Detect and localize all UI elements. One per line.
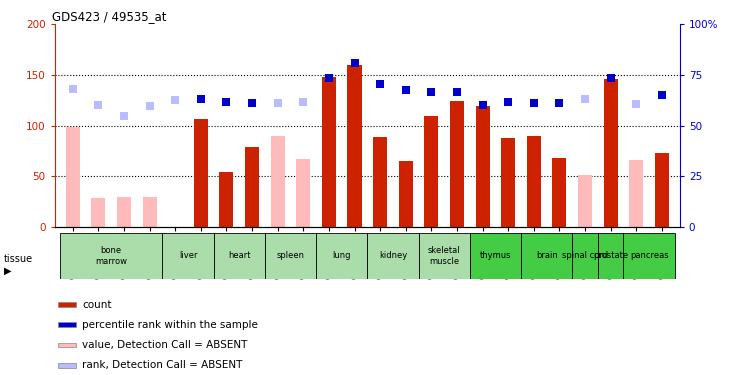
Bar	[572, 232, 598, 279]
Bar	[629, 160, 643, 227]
Bar	[213, 232, 265, 279]
Bar	[398, 161, 413, 227]
Bar	[373, 137, 387, 227]
Bar	[58, 322, 76, 327]
Text: tissue: tissue	[4, 254, 33, 264]
Bar	[553, 158, 567, 227]
Text: ▶: ▶	[4, 266, 11, 276]
Bar	[624, 232, 675, 279]
Bar	[316, 232, 367, 279]
Bar	[476, 106, 490, 227]
Bar	[58, 343, 76, 348]
Text: pancreas: pancreas	[630, 251, 668, 260]
Text: count: count	[83, 300, 112, 309]
Bar	[655, 153, 669, 227]
Text: spinal cord: spinal cord	[562, 251, 608, 260]
Bar	[296, 159, 311, 227]
Bar	[58, 302, 76, 307]
Bar	[604, 79, 618, 227]
Text: rank, Detection Call = ABSENT: rank, Detection Call = ABSENT	[83, 360, 243, 370]
Text: lung: lung	[333, 251, 351, 260]
Text: spleen: spleen	[276, 251, 305, 260]
Bar	[219, 172, 233, 227]
Bar	[117, 196, 131, 227]
Text: GDS423 / 49535_at: GDS423 / 49535_at	[52, 10, 166, 23]
Text: bone
marrow: bone marrow	[95, 246, 127, 266]
Text: prostate: prostate	[593, 251, 628, 260]
Bar	[270, 136, 284, 227]
Text: value, Detection Call = ABSENT: value, Detection Call = ABSENT	[83, 340, 248, 350]
Text: kidney: kidney	[379, 251, 407, 260]
Bar	[367, 232, 419, 279]
Bar	[265, 232, 316, 279]
Bar	[194, 118, 208, 227]
Text: liver: liver	[179, 251, 197, 260]
Text: skeletal
muscle: skeletal muscle	[428, 246, 461, 266]
Bar	[578, 175, 592, 227]
Bar	[245, 147, 259, 227]
Bar	[450, 101, 464, 227]
Bar	[58, 363, 76, 368]
Bar	[66, 127, 80, 227]
Bar	[501, 138, 515, 227]
Bar	[527, 136, 541, 227]
Bar	[521, 232, 572, 279]
Text: heart: heart	[228, 251, 251, 260]
Bar	[347, 65, 362, 227]
Bar	[143, 196, 156, 227]
Text: brain: brain	[536, 251, 558, 260]
Text: percentile rank within the sample: percentile rank within the sample	[83, 320, 258, 330]
Bar	[162, 232, 213, 279]
Bar	[470, 232, 521, 279]
Text: thymus: thymus	[480, 251, 511, 260]
Bar	[419, 232, 470, 279]
Bar	[598, 232, 624, 279]
Bar	[91, 198, 105, 227]
Bar	[60, 232, 162, 279]
Bar	[322, 77, 336, 227]
Bar	[424, 116, 439, 227]
